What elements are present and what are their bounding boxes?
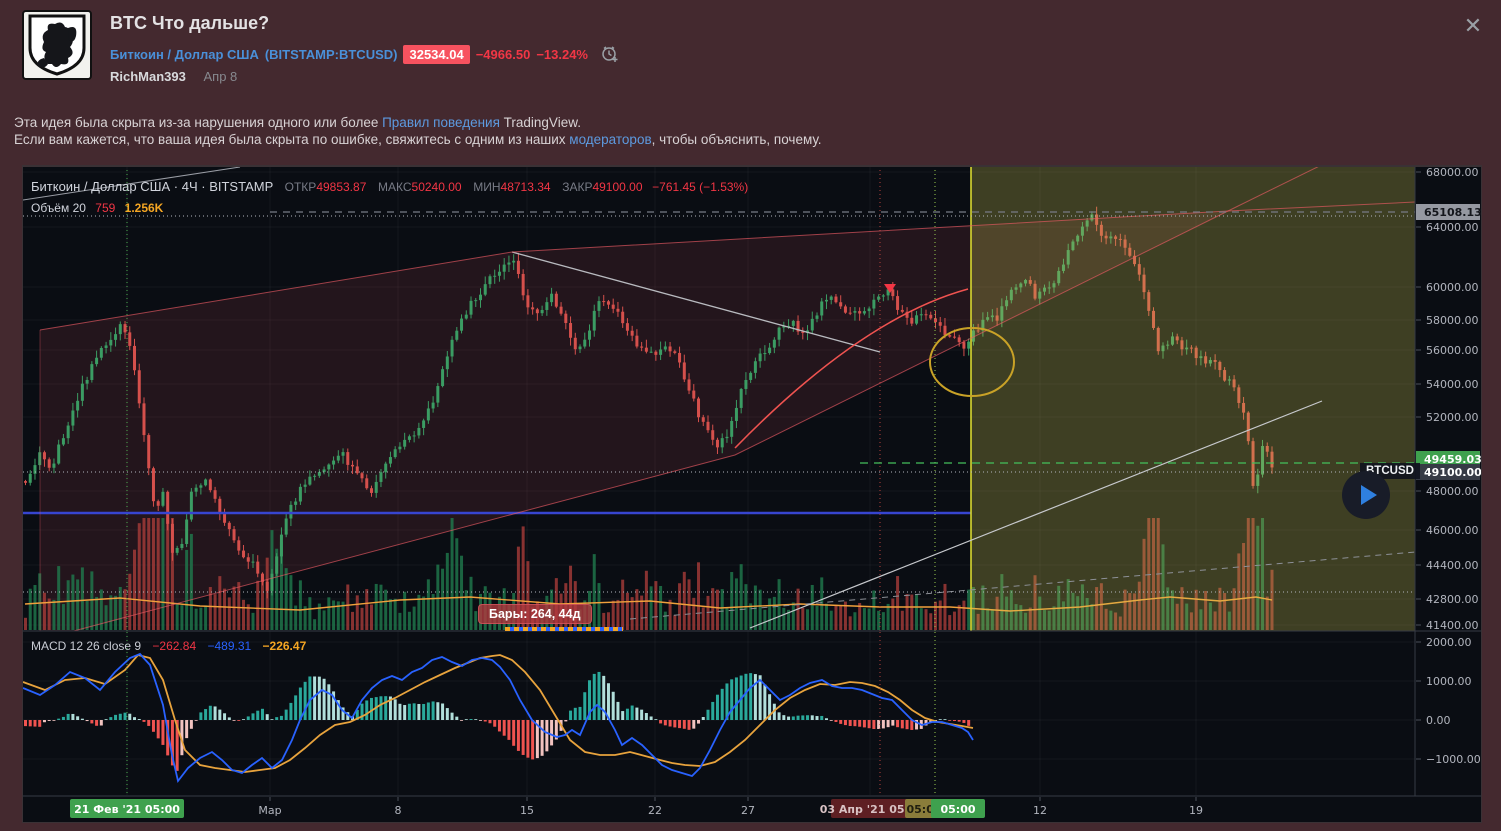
svg-text:65108.13: 65108.13 bbox=[1424, 206, 1481, 219]
macd-hist-value: −262.84 bbox=[152, 639, 197, 653]
high-value: 50240.00 bbox=[411, 180, 462, 194]
open-label: ОТКР bbox=[284, 180, 317, 194]
svg-text:19: 19 bbox=[1189, 804, 1203, 817]
macd-histogram bbox=[24, 671, 971, 771]
svg-text:64000.00: 64000.00 bbox=[1426, 221, 1479, 234]
idea-title: BTC Что дальше? bbox=[110, 13, 270, 33]
play-icon bbox=[1360, 485, 1377, 505]
volume-label[interactable]: Объём 20 bbox=[31, 201, 86, 215]
macd-legend: MACD 12 26 close 9 −262.84 −489.31 −226.… bbox=[31, 639, 306, 653]
moderation-notice: Эта идея была скрыта из-за нарушения одн… bbox=[14, 114, 822, 148]
macd-pane bbox=[23, 632, 974, 795]
svg-text:46000.00: 46000.00 bbox=[1426, 524, 1479, 537]
svg-text:1000.00: 1000.00 bbox=[1426, 675, 1472, 688]
close-icon[interactable]: ✕ bbox=[1463, 13, 1483, 38]
highlight-circle bbox=[929, 327, 1015, 397]
author-name[interactable]: RichMan393 bbox=[110, 69, 186, 84]
legend-instrument[interactable]: Биткоин / Доллар США · 4Ч · BITSTAMP bbox=[31, 179, 274, 194]
svg-text:Мар: Мар bbox=[258, 804, 281, 817]
volume-value: 759 bbox=[95, 201, 116, 215]
svg-text:03 Апр '21 05:00: 03 Апр '21 05:00 bbox=[820, 803, 925, 816]
replay-future-overlay bbox=[971, 167, 1415, 631]
price-change-pct: −13.24% bbox=[536, 46, 588, 62]
close-value: 49100.00 bbox=[592, 180, 643, 194]
rules-link[interactable]: Правил поведения bbox=[382, 115, 500, 130]
svg-text:68000.00: 68000.00 bbox=[1426, 166, 1479, 179]
moderators-link[interactable]: модераторов bbox=[569, 132, 652, 147]
notice-line-2: Если вам кажется, что ваша идея была скр… bbox=[14, 131, 822, 148]
svg-text:52000.00: 52000.00 bbox=[1426, 411, 1479, 424]
svg-text:49459.03: 49459.03 bbox=[1424, 453, 1481, 466]
alert-clock-icon[interactable] bbox=[600, 44, 620, 64]
price-pane bbox=[23, 167, 1415, 631]
chart-canvas[interactable]: 68000.00 64000.00 60000.00 58000.00 56000.00… bbox=[23, 166, 1481, 822]
avatar[interactable] bbox=[22, 10, 92, 80]
price-change: −4966.50 bbox=[475, 46, 531, 62]
notice-text: Если вам кажется, что ваша идея была скр… bbox=[14, 132, 570, 147]
volume-legend: Объём 20 759 1.256K bbox=[31, 201, 163, 215]
svg-text:54000.00: 54000.00 bbox=[1426, 378, 1479, 391]
sell-arrow-marker bbox=[884, 284, 896, 293]
idea-date: Апр 8 bbox=[203, 69, 238, 84]
macd-label[interactable]: MACD 12 26 close 9 bbox=[31, 639, 142, 653]
volume-bars bbox=[24, 518, 1274, 630]
symbol-link[interactable]: Биткоин / Доллар США bbox=[110, 46, 259, 62]
candles bbox=[24, 206, 1274, 599]
lion-crest-icon bbox=[28, 14, 86, 76]
author-row: RichMan393 Апр 8 bbox=[110, 69, 237, 84]
high-label: МАКС bbox=[378, 180, 412, 194]
price-badge: 32534.04 bbox=[403, 44, 470, 64]
price-axis[interactable]: 68000.00 64000.00 60000.00 58000.00 56000.00… bbox=[1416, 166, 1481, 632]
svg-text:58000.00: 58000.00 bbox=[1426, 314, 1479, 327]
open-value: 49853.87 bbox=[316, 180, 367, 194]
drawings-top bbox=[23, 167, 1415, 631]
svg-text:41400.00: 41400.00 bbox=[1426, 619, 1479, 632]
svg-text:05:00: 05:00 bbox=[940, 803, 975, 816]
chart-widget[interactable]: 68000.00 64000.00 60000.00 58000.00 56000.00… bbox=[22, 165, 1482, 823]
svg-text:44400.00: 44400.00 bbox=[1426, 559, 1479, 572]
notice-line-1: Эта идея была скрыта из-за нарушения одн… bbox=[14, 114, 822, 131]
drawings bbox=[23, 167, 971, 631]
measure-range-strip[interactable] bbox=[505, 627, 623, 631]
notice-text: Эта идея была скрыта из-за нарушения одн… bbox=[14, 115, 383, 130]
notice-text: TradingView. bbox=[499, 115, 581, 130]
grid-lines bbox=[23, 166, 1415, 795]
bar-change-value: −761.45 (−1.53%) bbox=[652, 180, 749, 194]
svg-text:56000.00: 56000.00 bbox=[1426, 344, 1479, 357]
svg-text:15: 15 bbox=[520, 804, 534, 817]
replay-play-button[interactable] bbox=[1342, 471, 1390, 519]
svg-text:21 Фев '21 05:00: 21 Фев '21 05:00 bbox=[74, 803, 180, 816]
svg-text:27: 27 bbox=[741, 804, 755, 817]
macd-signal-line bbox=[23, 653, 974, 773]
close-label: ЗАКР bbox=[562, 180, 593, 194]
idea-header: BTC Что дальше? Биткоин / Доллар США (BI… bbox=[0, 0, 1501, 100]
macd-main-line bbox=[23, 652, 974, 784]
svg-text:60000.00: 60000.00 bbox=[1426, 281, 1479, 294]
notice-text: , чтобы объяснить, почему. bbox=[651, 132, 822, 147]
svg-text:42800.00: 42800.00 bbox=[1426, 593, 1479, 606]
svg-text:49100.00: 49100.00 bbox=[1424, 466, 1481, 479]
macd-signal-value: −226.47 bbox=[262, 639, 307, 653]
svg-text:0.00: 0.00 bbox=[1426, 714, 1451, 727]
macd-axis[interactable]: 2000.00 1000.00 0.00 −1000.00 bbox=[1416, 636, 1481, 766]
svg-text:48000.00: 48000.00 bbox=[1426, 485, 1479, 498]
macd-line-value: −489.31 bbox=[207, 639, 252, 653]
svg-text:8: 8 bbox=[395, 804, 402, 817]
low-label: МИН bbox=[473, 180, 501, 194]
bars-count-tooltip: Бары: 264, 44д bbox=[478, 604, 592, 624]
svg-text:22: 22 bbox=[648, 804, 662, 817]
low-value: 48713.34 bbox=[500, 180, 551, 194]
symbol-row: Биткоин / Доллар США (BITSTAMP:BTCUSD) 3… bbox=[110, 44, 620, 64]
svg-text:−1000.00: −1000.00 bbox=[1426, 753, 1481, 766]
symbol-code-link[interactable]: (BITSTAMP:BTCUSD) bbox=[264, 46, 398, 62]
volume-ma-value: 1.256K bbox=[124, 201, 164, 215]
svg-text:12: 12 bbox=[1033, 804, 1047, 817]
svg-text:2000.00: 2000.00 bbox=[1426, 636, 1472, 649]
ohlc-legend: Биткоин / Доллар США · 4Ч · BITSTAMP ОТК… bbox=[31, 179, 748, 194]
